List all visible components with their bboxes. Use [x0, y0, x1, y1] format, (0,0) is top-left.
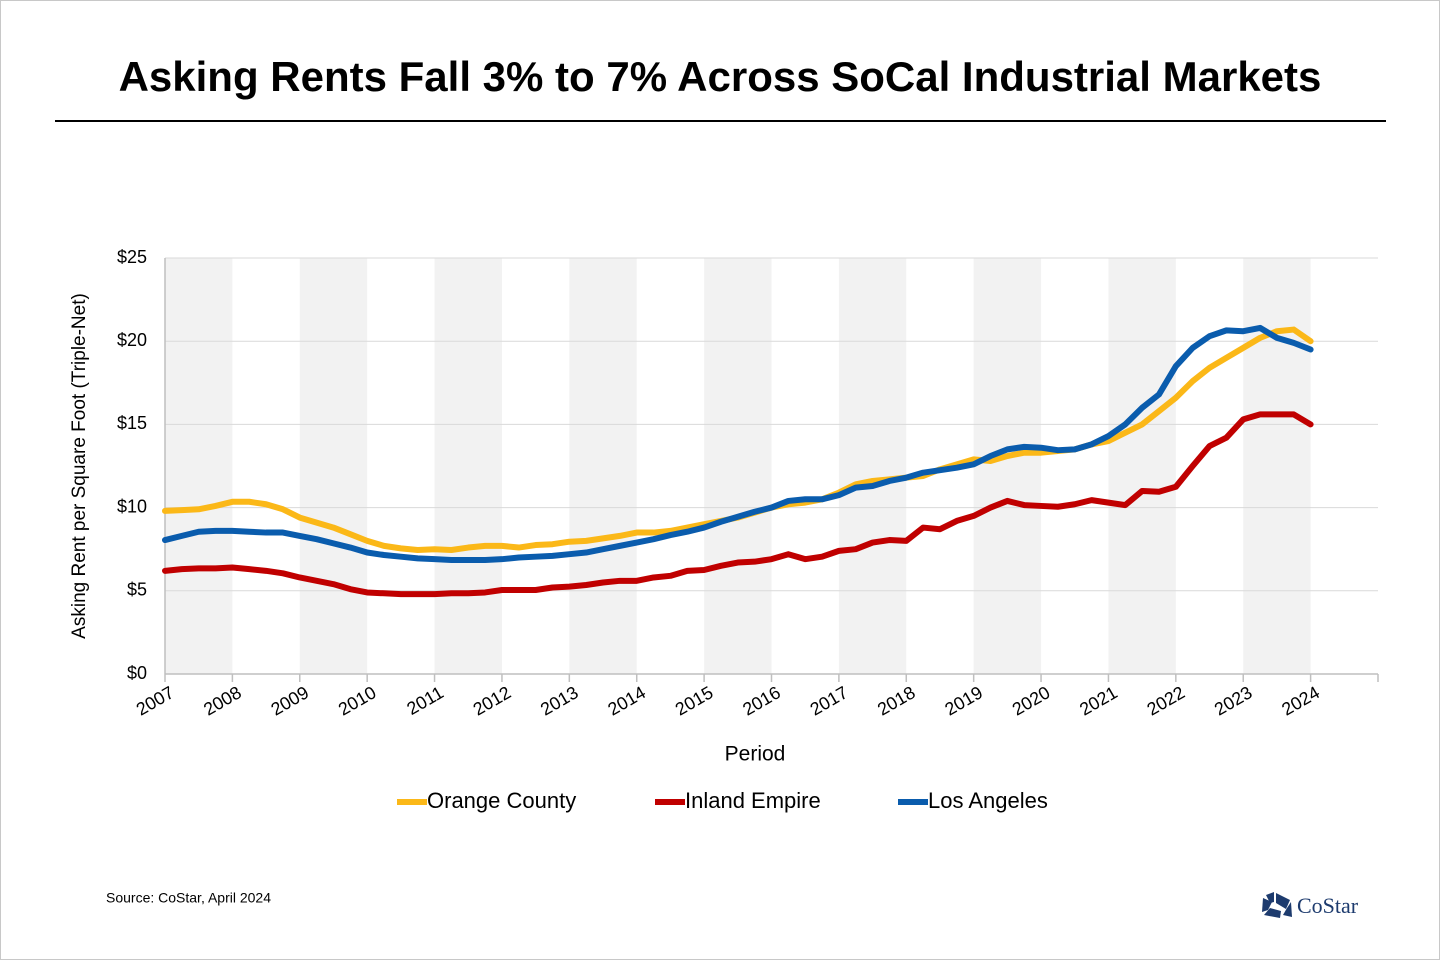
year-band	[299, 258, 368, 674]
logo-icon	[1262, 892, 1292, 918]
y-axis-label: Asking Rent per Square Foot (Triple-Net)	[69, 293, 90, 639]
series-line	[162, 324, 1314, 564]
x-axis-label: Period	[725, 743, 786, 766]
year-band	[434, 258, 502, 674]
legend-item: Los Angeles	[898, 788, 1048, 813]
legend-item: Inland Empire	[655, 788, 821, 813]
legend-label: Orange County	[427, 788, 576, 813]
y-tick-label: $25	[117, 247, 147, 267]
y-tick-label: $20	[117, 330, 147, 350]
y-tick-label: $0	[127, 663, 147, 683]
legend-label: Inland Empire	[685, 788, 821, 813]
legend-item: Orange County	[397, 788, 576, 813]
logo-text: CoStar	[1297, 893, 1359, 918]
year-band	[973, 258, 1042, 674]
y-tick-label: $5	[127, 580, 147, 600]
series-line	[162, 411, 1314, 598]
y-tick-label: $10	[117, 496, 147, 516]
y-tick-label: $15	[117, 413, 147, 433]
year-band	[165, 258, 233, 674]
year-band	[569, 258, 637, 674]
source-note: Source: CoStar, April 2024	[106, 890, 271, 906]
legend-label: Los Angeles	[928, 788, 1048, 813]
year-band	[1108, 258, 1176, 674]
chart-title: Asking Rents Fall 3% to 7% Across SoCal …	[119, 53, 1322, 100]
year-band	[704, 258, 772, 674]
year-band	[838, 258, 907, 674]
year-band	[1243, 258, 1311, 674]
